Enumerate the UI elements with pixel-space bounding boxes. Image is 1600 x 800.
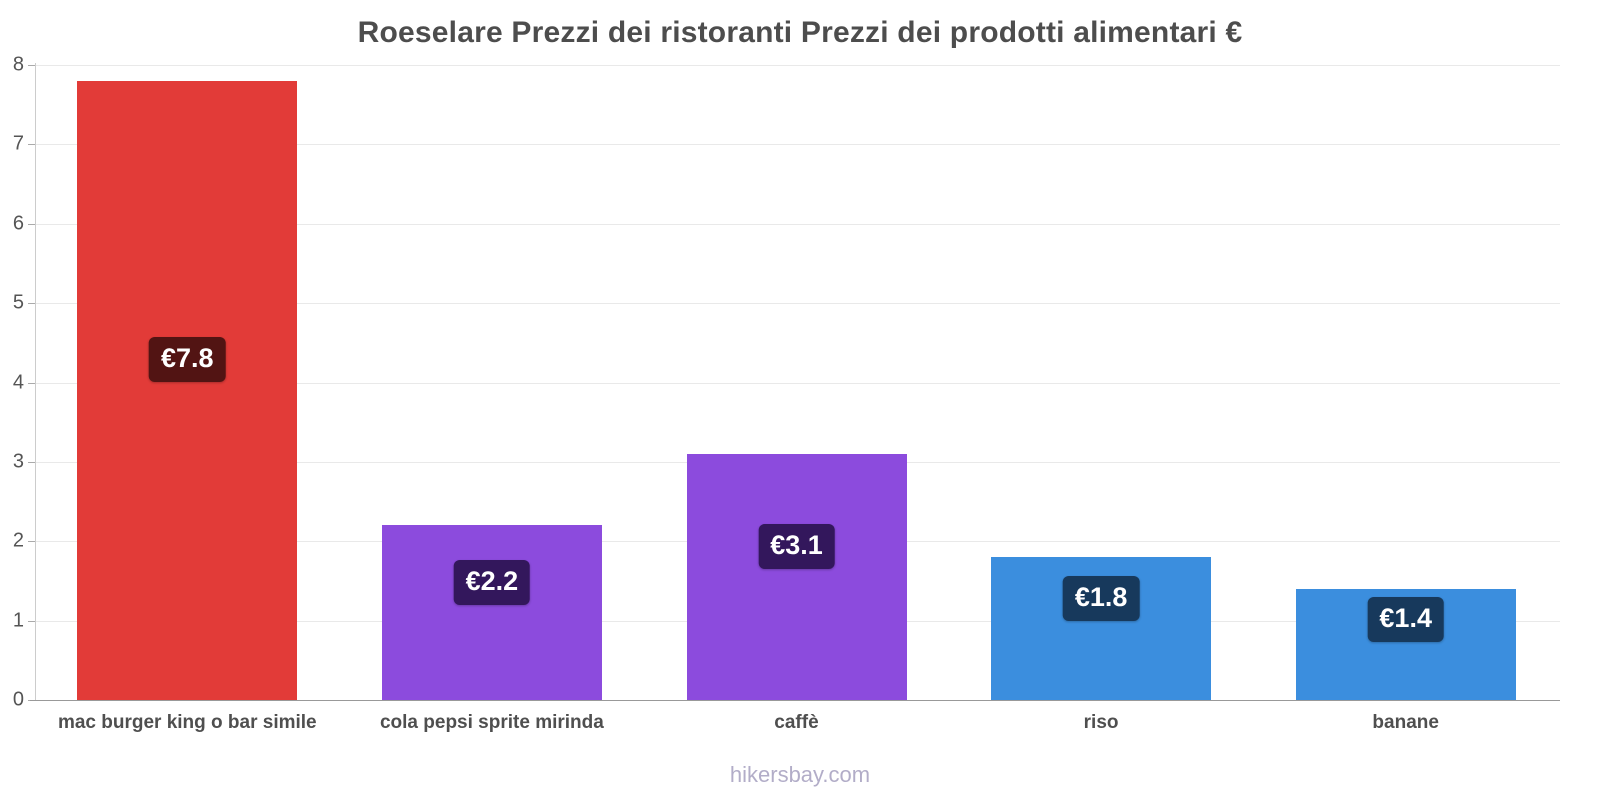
- x-axis-category-label: banane: [1372, 712, 1439, 733]
- gridline: [35, 382, 1560, 384]
- watermark-hikersbay: hikersbay.com: [729, 762, 871, 787]
- bar-1: €7.8: [77, 80, 298, 700]
- y-axis-tick-label: 7: [12, 132, 24, 155]
- bar-value-label: €2.2: [453, 559, 531, 605]
- x-axis-category-label: cola pepsi sprite mirinda: [379, 712, 604, 733]
- y-axis-tick: [28, 303, 35, 305]
- gridline: [35, 65, 1560, 66]
- x-axis-category-label: riso: [1083, 712, 1119, 733]
- y-axis-tick: [28, 461, 35, 463]
- y-axis-tick-label: 0: [12, 688, 24, 711]
- y-axis-tick-label: 5: [12, 291, 24, 314]
- y-axis-tick-label: 2: [12, 529, 24, 552]
- gridline: [35, 303, 1560, 305]
- y-axis-tick: [28, 382, 35, 384]
- y-axis-tick-label: 6: [12, 212, 24, 235]
- bar-4: €1.8: [991, 557, 1212, 700]
- bar-5: €1.4: [1295, 588, 1516, 700]
- y-axis-line: [35, 63, 36, 701]
- bar-value-label: €3.1: [758, 523, 835, 569]
- y-axis-tick-label: 3: [12, 450, 24, 473]
- y-axis-tick: [28, 541, 35, 543]
- y-axis-tick: [28, 223, 35, 225]
- y-axis-tick: [28, 620, 35, 622]
- y-axis-tick-label: 8: [12, 53, 24, 76]
- y-axis-tick-label: 1: [12, 609, 24, 632]
- y-axis-tick: [28, 65, 35, 66]
- chart-title: Roeselare Prezzi dei ristoranti Prezzi d…: [357, 16, 1243, 49]
- gridline: [35, 223, 1560, 225]
- y-axis-tick: [28, 144, 35, 146]
- bar-2: €2.2: [381, 525, 602, 700]
- bar-value-label: €7.8: [149, 337, 226, 383]
- y-axis-tick-label: 4: [12, 371, 24, 393]
- bar-3: €3.1: [686, 453, 907, 700]
- bar-value-label: €1.4: [1367, 596, 1444, 642]
- x-axis-category-label: caffè: [774, 712, 819, 733]
- x-axis-category-label: mac burger king o bar simile: [57, 712, 317, 733]
- x-axis-line: [30, 700, 1560, 701]
- gridline: [35, 144, 1560, 146]
- bar-value-label: €1.8: [1062, 575, 1140, 621]
